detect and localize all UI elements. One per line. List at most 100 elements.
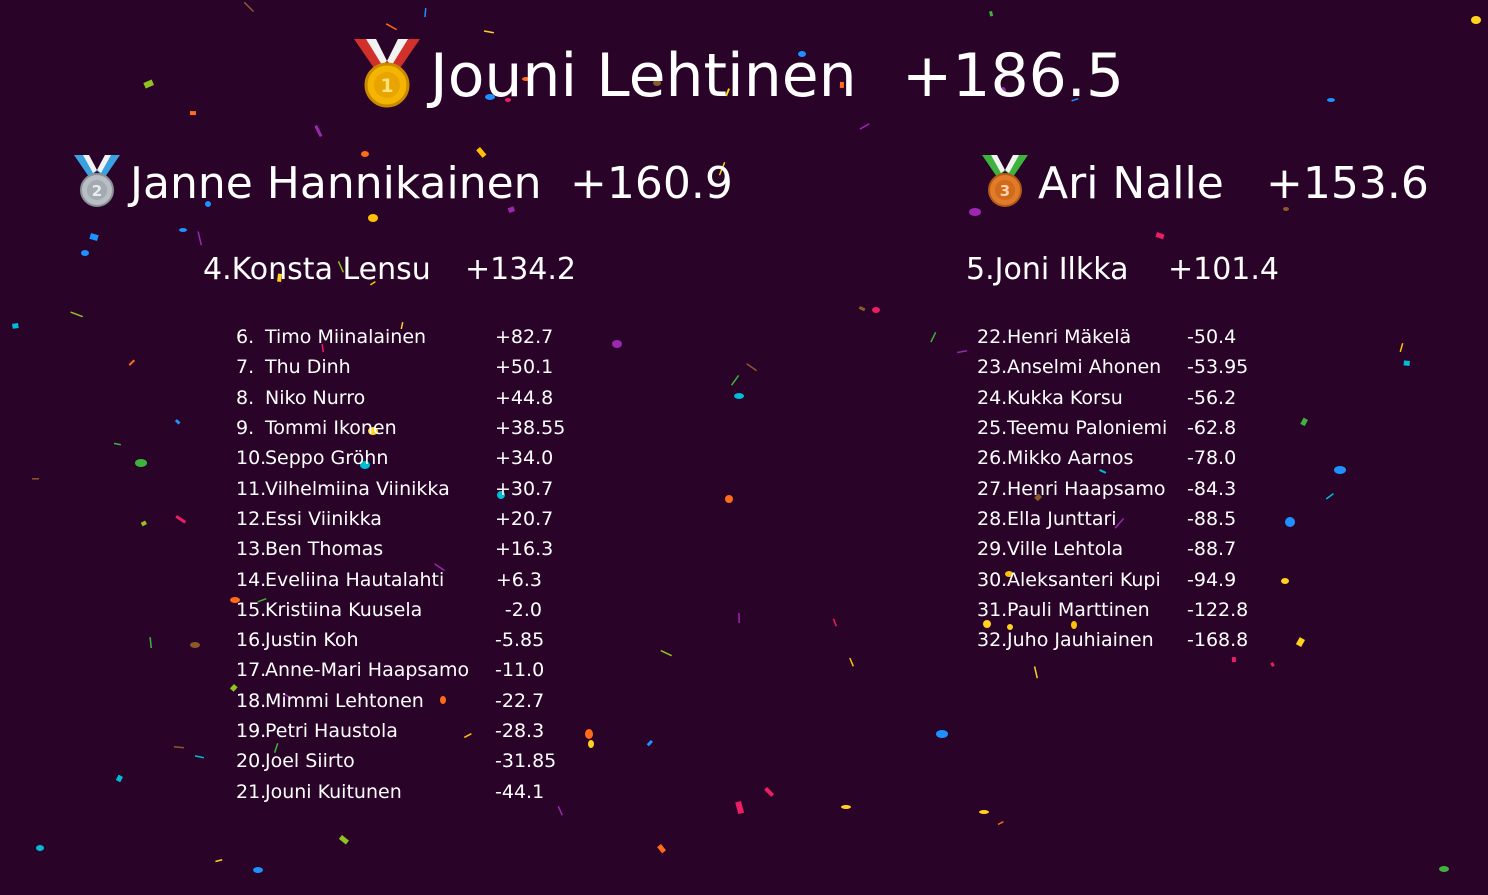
confetti-piece <box>253 867 263 873</box>
list-item-name: Kukka Korsu <box>1007 386 1123 409</box>
list-item-rank: 25. <box>977 417 1008 440</box>
standings-list-left: 6. Timo Miinalainen +82.7 7. Thu Dinh +50.1 … <box>236 322 566 807</box>
list-item-name: Anselmi Ahonen <box>1007 356 1162 379</box>
list-item-name: Ella Junttari <box>1007 507 1117 530</box>
list-item-rank: 14. <box>236 568 267 591</box>
confetti-piece <box>140 520 148 527</box>
list-item-score: -44.1 <box>495 780 545 803</box>
list-item-name: Henri Mäkelä <box>1007 326 1132 349</box>
first-place-score: +186.5 <box>902 41 1125 111</box>
confetti-piece <box>557 805 563 816</box>
fifth-place-row: 5.Joni Ilkka +101.4 <box>966 248 1279 290</box>
list-item: 26. Mikko Aarnos -78.0 <box>977 443 1237 473</box>
list-item: 18. Mimmi Lehtonen -22.7 <box>236 686 545 716</box>
confetti-piece <box>115 774 124 783</box>
list-item-score: +20.7 <box>495 507 554 530</box>
confetti-piece <box>832 618 837 627</box>
list-item: 15. Kristiina Kuusela -2.0 <box>236 595 542 625</box>
list-item-name: Juho Jauhiainen <box>1007 629 1154 652</box>
list-item-score: -88.7 <box>1187 538 1237 561</box>
confetti-piece <box>859 122 870 130</box>
confetti-piece <box>1295 637 1306 647</box>
confetti-piece <box>735 801 745 815</box>
confetti-piece <box>1033 666 1038 679</box>
list-item-score: -22.7 <box>495 689 545 712</box>
second-place-row: 2 Janne Hannikainen +160.9 <box>72 152 733 214</box>
list-item-score: +44.8 <box>495 386 554 409</box>
list-item: 32. Juho Jauhiainen -168.8 <box>977 625 1248 655</box>
standings-list-right: 22. Henri Mäkelä -50.4 23. Anselmi Ahonen -5… <box>977 322 1249 655</box>
list-item-name: Petri Haustola <box>265 720 398 742</box>
confetti-piece <box>483 30 494 34</box>
confetti-piece <box>1399 342 1404 353</box>
list-item-name: Mikko Aarnos <box>1007 447 1134 470</box>
confetti-piece <box>1300 417 1309 427</box>
svg-text:1: 1 <box>380 75 393 97</box>
list-item-rank: 30. <box>977 568 1008 591</box>
confetti-piece <box>646 739 653 747</box>
list-item-rank: 19. <box>236 720 267 742</box>
list-item-rank: 6. <box>236 326 255 349</box>
list-item-rank: 22. <box>977 326 1008 349</box>
confetti-piece <box>197 231 203 246</box>
list-item-name: Justin Koh <box>265 629 359 652</box>
confetti-piece <box>1403 360 1410 366</box>
confetti-piece <box>725 495 733 503</box>
confetti-piece <box>179 228 187 232</box>
list-item-name: Ville Lehtola <box>1007 538 1124 561</box>
list-item-rank: 29. <box>977 538 1008 561</box>
list-item-score: +30.7 <box>495 477 554 500</box>
confetti-piece <box>81 250 89 256</box>
list-item-score: +38.55 <box>495 417 566 440</box>
list-item-name: Ben Thomas <box>265 538 384 561</box>
list-item-rank: 13. <box>236 538 267 561</box>
fourth-place-row: 4.Konsta Lensu +134.2 <box>203 248 576 290</box>
list-item-rank: 15. <box>236 598 267 621</box>
list-item-score: -84.3 <box>1187 477 1237 500</box>
list-item-name: Teemu Paloniemi <box>1007 417 1168 440</box>
list-item-name: Aleksanteri Kupi <box>1007 568 1161 591</box>
list-item-name: Vilhelmiina Viinikka <box>265 477 450 500</box>
list-item-name: Thu Dinh <box>265 356 351 379</box>
list-item-score: -53.95 <box>1187 356 1249 379</box>
list-item: 7. Thu Dinh +50.1 <box>236 352 554 382</box>
list-item-name: Jouni Kuitunen <box>265 780 402 803</box>
list-item: 17. Anne-Mari Haapsamo -11.0 <box>236 655 544 685</box>
confetti-piece <box>135 459 147 467</box>
confetti-piece <box>764 787 775 797</box>
confetti-piece <box>143 79 154 89</box>
list-item-score: -94.9 <box>1187 568 1237 591</box>
list-item: 29. Ville Lehtola -88.7 <box>977 534 1237 564</box>
fifth-place-player: Joni Ilkka <box>994 251 1129 287</box>
list-item-rank: 8. <box>236 386 255 409</box>
list-item-name: Timo Miinalainen <box>265 326 427 349</box>
confetti-piece <box>1327 98 1335 102</box>
list-item-name: Kristiina Kuusela <box>265 598 423 621</box>
list-item: 20. Joel Siirto -31.85 <box>236 746 556 776</box>
confetti-piece <box>979 810 989 814</box>
list-item-score: -78.0 <box>1187 447 1237 470</box>
confetti-piece <box>1270 662 1275 667</box>
list-item-rank: 24. <box>977 386 1008 409</box>
fourth-place-score: +134.2 <box>465 251 577 287</box>
list-item-name: Seppo Gröhn <box>265 447 389 470</box>
list-item: 30. Aleksanteri Kupi -94.9 <box>977 564 1237 594</box>
list-item-rank: 28. <box>977 507 1008 530</box>
confetti-piece <box>657 844 667 854</box>
list-item-rank: 11. <box>236 477 267 500</box>
confetti-piece <box>1281 578 1289 584</box>
list-item: 24. Kukka Korsu -56.2 <box>977 383 1237 413</box>
confetti-piece <box>1439 866 1449 872</box>
list-item-score: +50.1 <box>495 356 554 379</box>
confetti-piece <box>190 642 200 648</box>
confetti-piece <box>957 349 968 354</box>
confetti-piece <box>746 363 757 372</box>
fourth-place-name: 4.Konsta Lensu <box>203 252 465 287</box>
confetti-piece <box>1155 232 1165 240</box>
confetti-piece <box>858 305 866 312</box>
confetti-piece <box>36 845 44 851</box>
confetti-piece <box>1334 466 1346 474</box>
svg-text:3: 3 <box>1000 182 1010 200</box>
list-item-score: -56.2 <box>1187 386 1237 409</box>
fifth-place-score: +101.4 <box>1168 251 1280 287</box>
